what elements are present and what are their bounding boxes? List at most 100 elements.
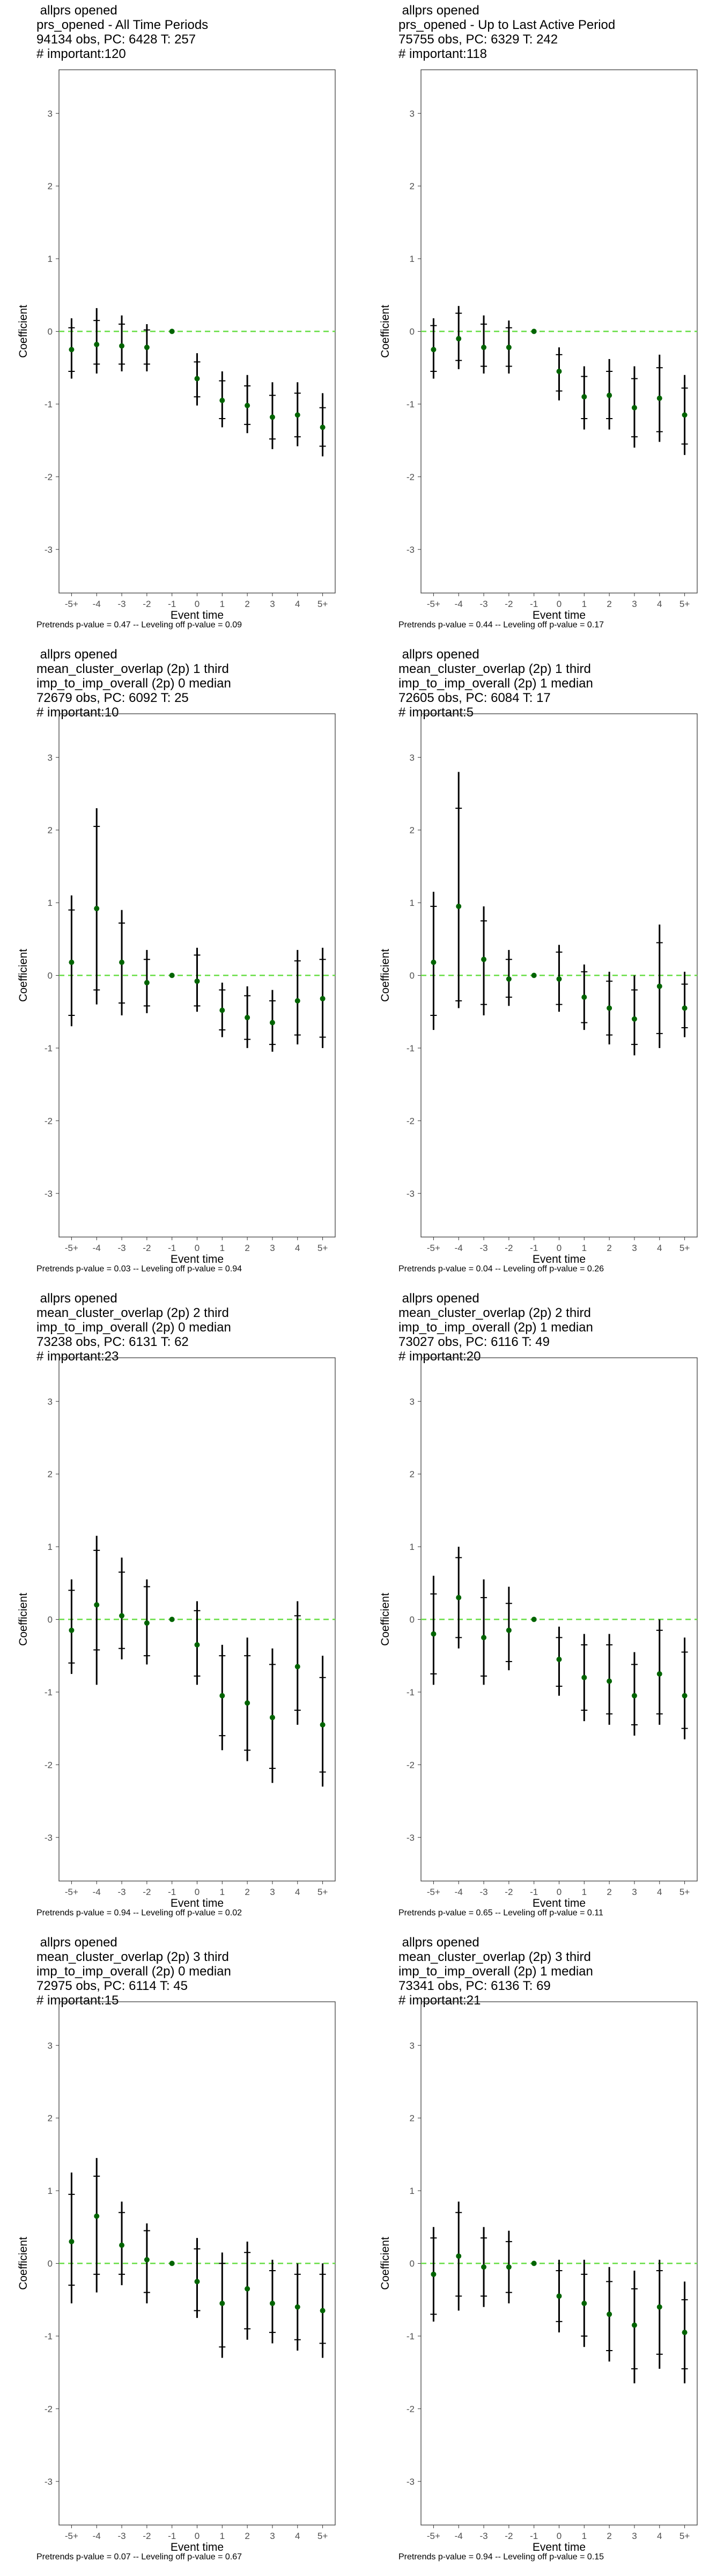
data-point	[94, 341, 100, 347]
x-tick-label: -3	[117, 1887, 125, 1897]
y-tick-label: -1	[45, 1043, 53, 1053]
coefficient-estimate	[556, 945, 563, 1012]
coefficient-estimate	[143, 324, 150, 371]
y-tick-label: 1	[48, 898, 53, 908]
x-tick-label: -1	[530, 599, 538, 609]
y-axis-label: Coefficient	[379, 1593, 391, 1646]
y-tick-label: -3	[45, 2477, 53, 2487]
x-tick-label: -3	[479, 1243, 487, 1253]
event-study-plot: -3 -2 -1 0 1 2 3 -5+ -4 -3 -2 -1 0 1 2 3 4 5+ Event time Co…	[17, 2001, 336, 2553]
x-tick-label: -4	[93, 1887, 101, 1897]
y-tick-label: -2	[407, 2404, 415, 2414]
y-tick-label: 3	[48, 108, 53, 119]
x-tick-label: 4	[657, 2531, 662, 2541]
coefficient-estimate	[319, 1656, 326, 1787]
coefficient-estimate	[169, 1616, 175, 1622]
chart-title: allprs opened prs_opened - All Time Perio…	[36, 3, 208, 61]
x-tick-label: -4	[455, 1887, 463, 1897]
data-point	[581, 394, 587, 400]
data-point	[94, 1602, 100, 1608]
data-point	[219, 398, 225, 404]
x-axis-label: Event time	[533, 1897, 586, 1909]
data-point	[456, 336, 462, 342]
data-point	[94, 2213, 100, 2219]
data-point	[656, 2304, 662, 2310]
chart-title-line: 73341 obs, PC: 6136 T: 69	[398, 1979, 551, 1993]
y-tick-label: 1	[410, 898, 415, 908]
x-tick-label: 0	[557, 1887, 562, 1897]
data-point	[556, 2293, 562, 2299]
coefficient-estimate	[319, 393, 326, 457]
x-tick-label: 2	[245, 1243, 249, 1253]
coefficient-estimate	[169, 328, 175, 334]
coefficient-estimate	[531, 328, 537, 334]
coefficient-estimate	[244, 1637, 251, 1761]
y-tick-label: 2	[410, 2113, 415, 2124]
x-tick-label: -4	[93, 1243, 101, 1253]
coefficient-estimate	[93, 308, 100, 374]
y-tick-label: 2	[48, 1469, 53, 1480]
coefficient-estimate	[455, 772, 462, 1008]
y-tick-label: 0	[48, 971, 53, 981]
data-point	[431, 2271, 437, 2277]
chart-title: allprs opened mean_cluster_overlap (2p) 2…	[36, 1291, 231, 1364]
chart-panel-5: allprs opened mean_cluster_overlap (2p) 2…	[11, 1288, 349, 1918]
y-tick-label: -2	[45, 1116, 53, 1126]
data-point	[94, 905, 100, 911]
y-tick-label: -3	[407, 1833, 415, 1843]
chart-panel-6: allprs opened mean_cluster_overlap (2p) 2…	[373, 1288, 711, 1918]
chart-title: allprs opened mean_cluster_overlap (2p) 2…	[398, 1291, 593, 1364]
coefficient-estimate	[143, 1579, 150, 1665]
x-tick-label: 5+	[679, 599, 690, 609]
y-tick-label: -1	[45, 2331, 53, 2341]
chart-title: allprs opened mean_cluster_overlap (2p) 1…	[36, 647, 231, 720]
data-point	[531, 1616, 537, 1622]
x-axis-label: Event time	[171, 2541, 224, 2553]
coefficient-estimate	[294, 1601, 301, 1725]
y-tick-label: 3	[48, 1396, 53, 1407]
x-tick-label: 4	[295, 1243, 300, 1253]
data-point	[581, 2300, 587, 2306]
chart-title-line: mean_cluster_overlap (2p) 1 third	[398, 662, 591, 676]
chart-title-line: imp_to_imp_overall (2p) 1 median	[398, 676, 593, 691]
chart-title: allprs opened prs_opened - Up to Last Act…	[398, 3, 615, 61]
data-point	[581, 1674, 587, 1680]
coefficient-estimate	[68, 2172, 75, 2303]
x-tick-label: -5+	[427, 2531, 440, 2541]
y-tick-label: 1	[410, 2186, 415, 2196]
coefficient-estimate	[631, 975, 638, 1056]
coefficient-estimate	[269, 990, 276, 1052]
data-point	[219, 1693, 225, 1699]
chart-title-line: imp_to_imp_overall (2p) 0 median	[36, 1964, 231, 1979]
y-tick-label: 2	[410, 181, 415, 192]
coefficient-estimate	[68, 1579, 75, 1674]
data-point	[269, 1020, 275, 1026]
y-tick-label: 0	[410, 2259, 415, 2269]
chart-title-line: 72605 obs, PC: 6084 T: 17	[398, 691, 551, 705]
x-tick-label: -2	[143, 1243, 151, 1253]
coefficient-estimate	[656, 924, 663, 1048]
x-tick-label: 5+	[317, 1243, 328, 1253]
x-tick-label: 1	[582, 1887, 587, 1897]
data-point	[682, 1693, 688, 1699]
x-tick-label: 4	[657, 599, 662, 609]
x-tick-label: -4	[455, 2531, 463, 2541]
data-point	[631, 1693, 637, 1699]
x-tick-label: -2	[143, 1887, 151, 1897]
x-tick-label: 3	[632, 2531, 637, 2541]
y-tick-label: -2	[45, 1760, 53, 1770]
x-tick-label: 0	[195, 1243, 200, 1253]
x-tick-label: 0	[557, 1243, 562, 1253]
coefficient-estimate	[631, 366, 638, 448]
y-tick-label: -1	[407, 2331, 415, 2341]
coefficient-estimate	[93, 1535, 100, 1685]
x-tick-label: 1	[220, 599, 225, 609]
x-tick-label: 0	[195, 599, 200, 609]
chart-title-line: imp_to_imp_overall (2p) 1 median	[398, 1320, 593, 1335]
coefficient-estimate	[505, 320, 512, 374]
chart-title-line: # important:118	[398, 47, 487, 61]
x-tick-label: 1	[582, 1243, 587, 1253]
coefficient-estimate	[119, 315, 125, 371]
event-study-plot: -3 -2 -1 0 1 2 3 -5+ -4 -3 -2 -1 0 1 2 3 4 5+ Event time Co…	[379, 1357, 698, 1909]
coefficient-estimate	[581, 1634, 588, 1722]
